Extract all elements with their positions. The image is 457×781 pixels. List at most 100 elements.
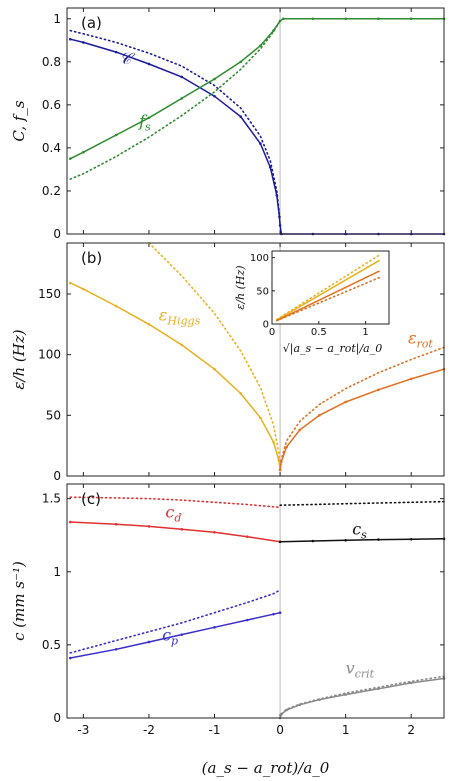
- data-point: [213, 94, 216, 98]
- data-point: [239, 115, 243, 118]
- series-vcrit-solid: [279, 677, 445, 719]
- inset-x-axis-label: √|a_s − a_rot|/a_0: [283, 342, 382, 356]
- series-label-sub: p: [171, 634, 178, 647]
- data-point: [114, 304, 118, 308]
- data-point: [409, 17, 413, 21]
- data-point: [285, 445, 288, 449]
- inset-y-tick-label: 50: [256, 286, 269, 297]
- data-point: [213, 367, 216, 371]
- series-label: fs: [138, 111, 151, 133]
- series-C-solid: [70, 38, 444, 235]
- data-point: [344, 400, 347, 404]
- series-rot-dotted: [279, 346, 445, 471]
- series-label: cs: [352, 519, 367, 541]
- data-point: [239, 60, 243, 64]
- data-point: [213, 626, 216, 629]
- series-label-main: ε: [159, 306, 168, 325]
- y-tick-label: 0.4: [42, 141, 61, 155]
- series-label-main: c: [165, 503, 174, 522]
- data-point: [68, 37, 72, 41]
- x-axis-label: (a_s − a_rot)/a_0: [202, 759, 330, 777]
- series-label-sub: d: [174, 512, 181, 525]
- data-point: [344, 17, 347, 21]
- series-label: cd: [165, 503, 181, 525]
- series-label-main: f: [138, 111, 148, 130]
- data-point: [272, 440, 275, 444]
- series-label-main: c: [162, 625, 171, 644]
- data-point: [82, 41, 85, 44]
- y-tick-label: 0.2: [42, 184, 61, 198]
- plot-frame: [66, 483, 445, 719]
- panel-label: (b): [81, 249, 102, 267]
- data-point: [311, 17, 315, 21]
- data-point: [239, 392, 243, 395]
- data-point: [147, 116, 151, 120]
- data-point: [213, 530, 216, 534]
- inset-x-tick-label: 0.5: [311, 327, 327, 338]
- data-point: [246, 535, 249, 538]
- series-cp-solid: [70, 611, 281, 659]
- series-higgs-dotted: [148, 242, 281, 470]
- data-point: [180, 97, 184, 100]
- data-point: [409, 377, 413, 381]
- y-tick-label: 0.6: [42, 98, 61, 112]
- y-axis-label: ε/h (Hz): [10, 329, 28, 389]
- data-point: [114, 647, 118, 651]
- plot-frame: [66, 242, 445, 477]
- series-label: cp: [162, 625, 178, 647]
- data-point: [180, 75, 184, 79]
- y-tick-label: 150: [38, 287, 61, 301]
- x-tick-label: -3: [77, 723, 89, 737]
- series-cp-dotted: [69, 589, 281, 654]
- data-point: [311, 539, 315, 543]
- inset-series-rot-solid: [276, 270, 380, 322]
- data-point: [409, 537, 413, 541]
- x-tick-label: 0: [276, 723, 284, 737]
- data-point: [259, 44, 262, 47]
- data-point: [82, 150, 85, 154]
- series-fs-dotted: [69, 20, 281, 180]
- data-point: [147, 525, 151, 528]
- series-higgs-solid: [69, 282, 281, 470]
- y-tick-label: 0: [53, 227, 61, 241]
- data-point: [147, 62, 151, 66]
- data-point: [180, 343, 184, 347]
- y-axis-label: C, f_s: [10, 100, 28, 142]
- series-cd-dotted: [69, 496, 281, 509]
- data-point: [278, 611, 282, 614]
- data-point: [147, 640, 151, 644]
- inset-y-tick-label: 0: [263, 320, 269, 331]
- series-label: εrot: [408, 329, 433, 351]
- inset-series-rot-dotted: [275, 276, 381, 322]
- panel-label: (c): [81, 490, 101, 508]
- series-label: εHiggs: [159, 306, 201, 328]
- series-label-main: ε: [408, 329, 417, 348]
- data-point: [318, 414, 321, 417]
- inset-y-tick-label: 100: [250, 253, 269, 264]
- x-tick-label: 1: [342, 723, 350, 737]
- data-point: [278, 224, 282, 227]
- y-tick-label: 0: [53, 469, 61, 483]
- data-point: [180, 528, 184, 531]
- data-point: [147, 323, 151, 326]
- y-tick-label: 0: [53, 711, 61, 725]
- series-cs-dotted: [279, 500, 445, 507]
- data-point: [259, 142, 262, 145]
- data-point: [282, 17, 285, 21]
- series-cs-solid: [280, 538, 445, 543]
- data-point: [344, 539, 347, 542]
- series-vcrit-dotted: [279, 675, 445, 719]
- y-tick-label: 1: [53, 565, 61, 579]
- y-tick-label: 50: [46, 408, 61, 422]
- inset-x-tick-label: 0: [269, 327, 275, 338]
- inset-series-higgs-dotted: [275, 254, 381, 321]
- data-point: [68, 281, 72, 285]
- x-tick-label: -1: [209, 723, 221, 737]
- data-point: [68, 157, 72, 160]
- data-point: [82, 287, 85, 291]
- series-label-sub: rot: [417, 338, 434, 351]
- series-label-sub: s: [145, 120, 151, 133]
- series-label: vcrit: [346, 658, 375, 680]
